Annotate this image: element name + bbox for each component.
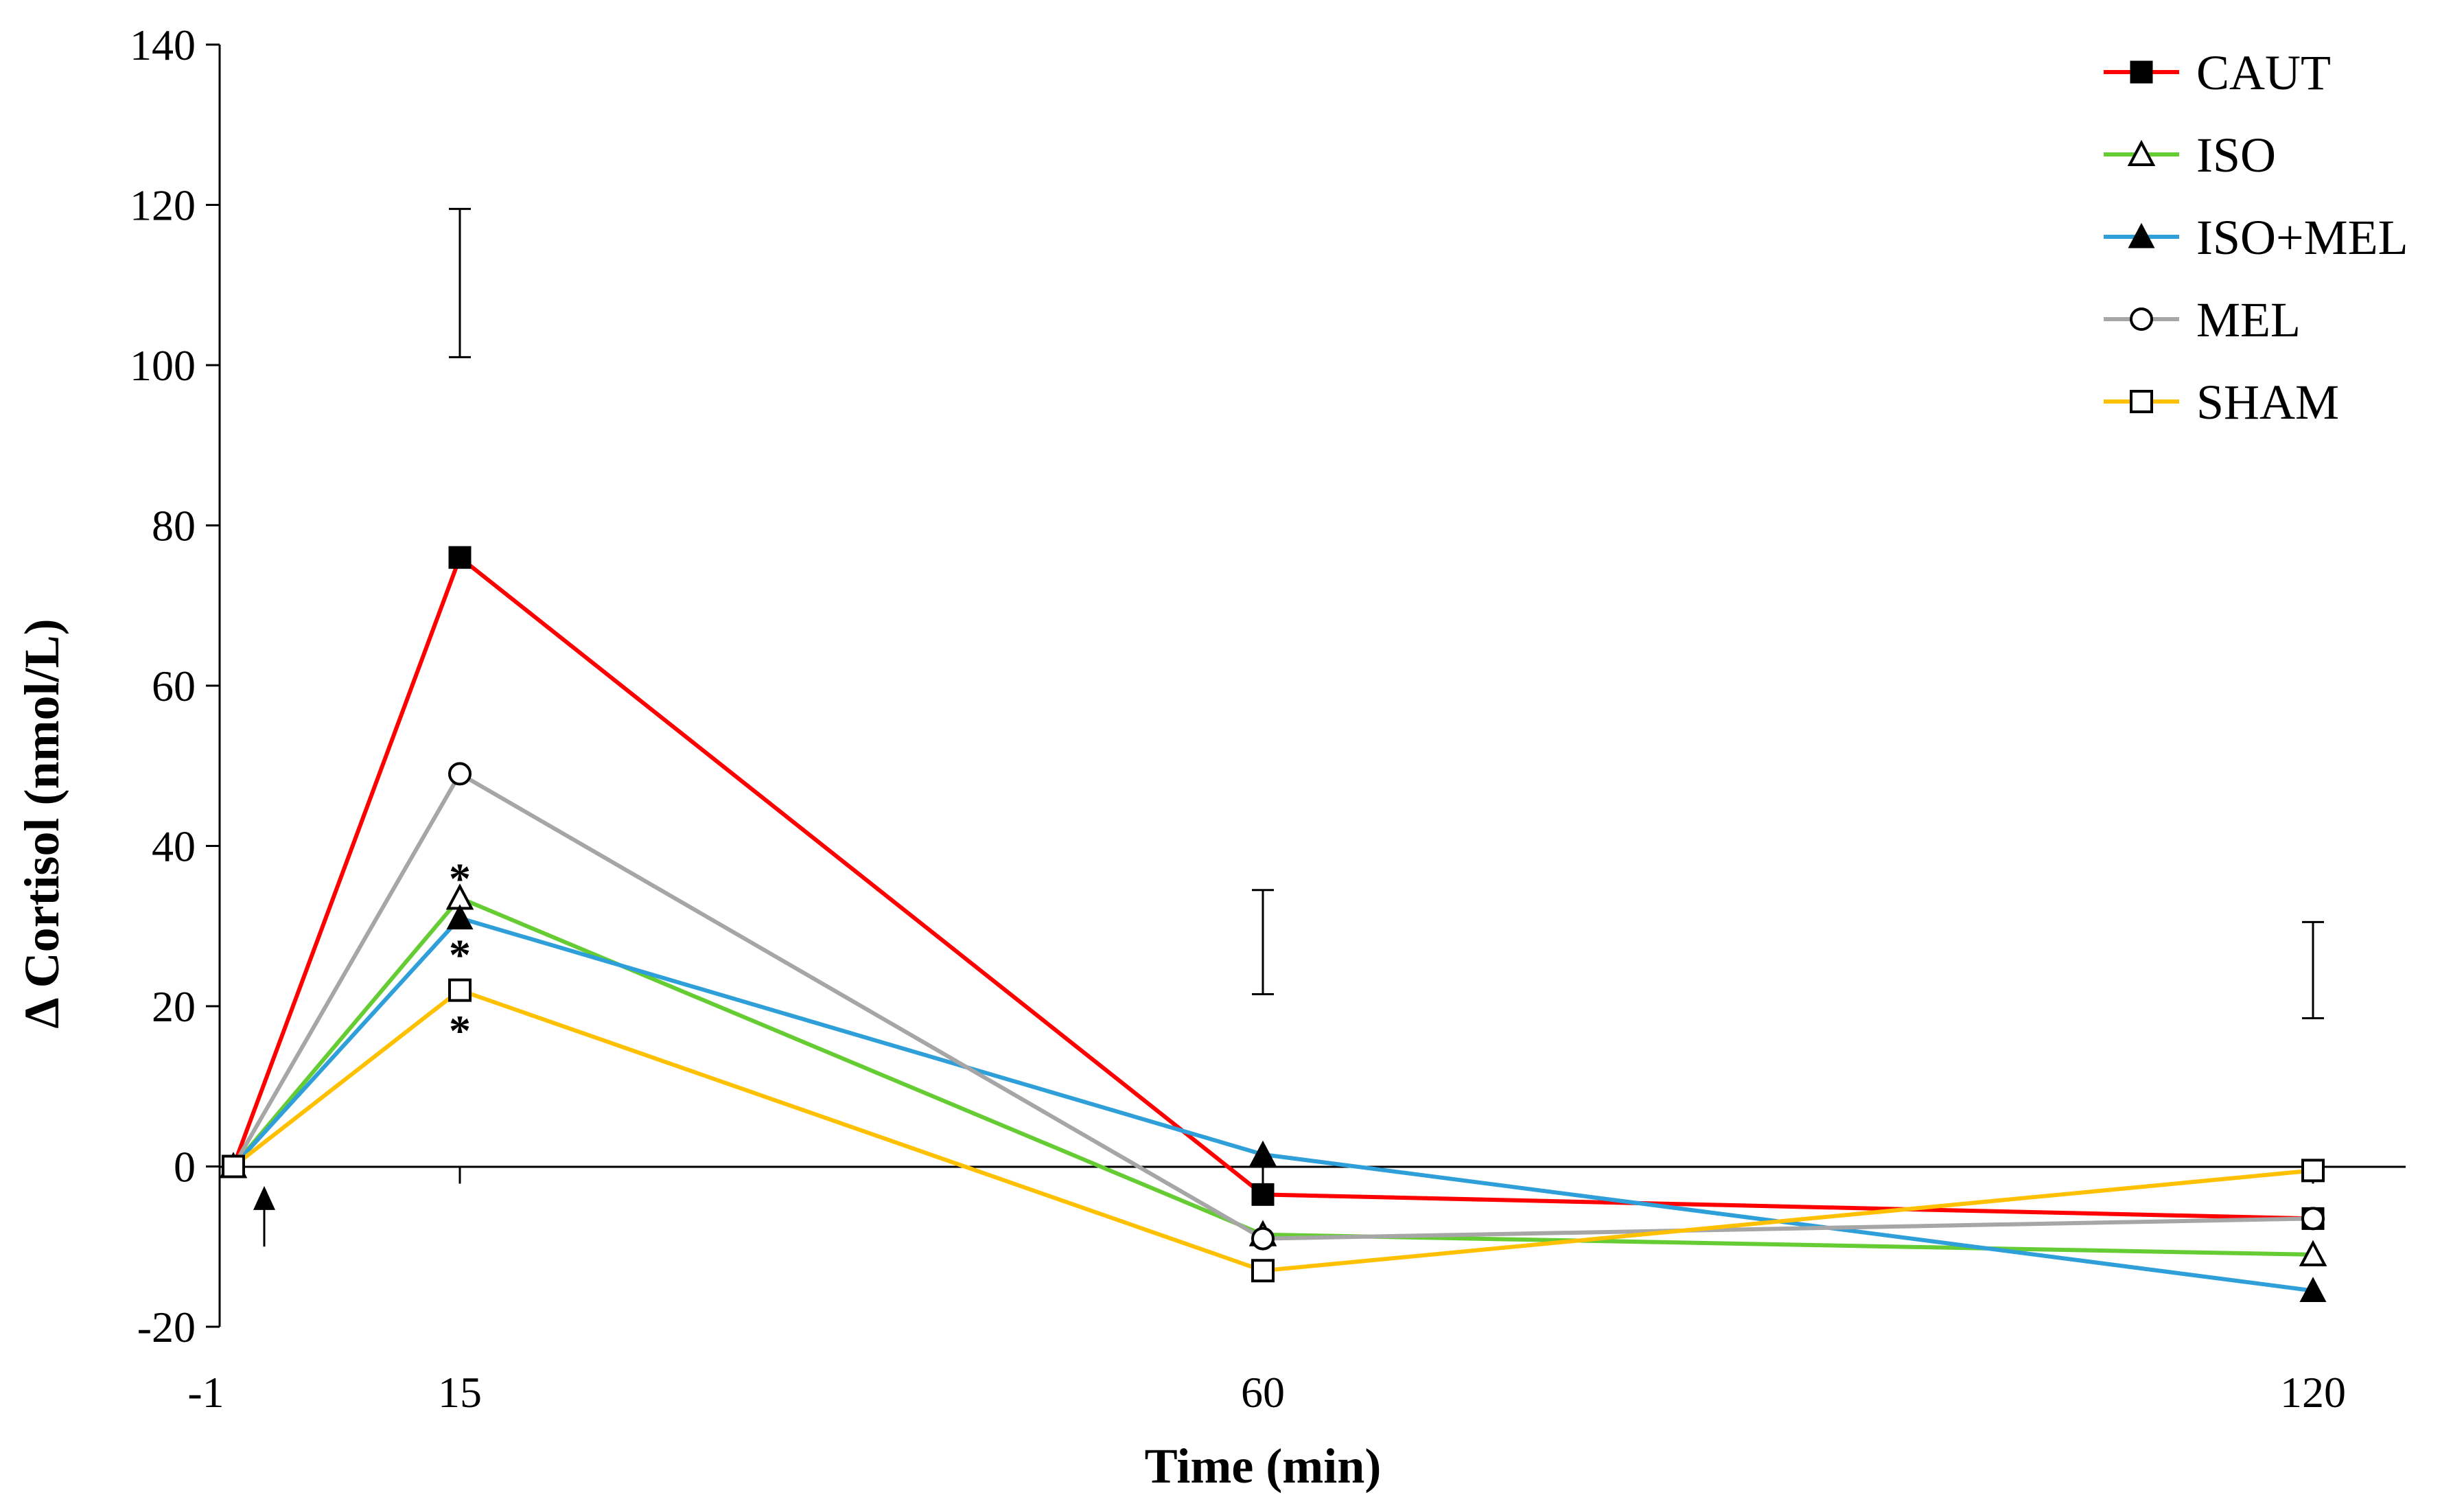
- y-tick-label: 120: [130, 181, 196, 230]
- error-bars: [449, 207, 2324, 1020]
- chart-axes: [218, 45, 2406, 1327]
- legend: CAUT ISO ISO+MEL MEL SHAM: [2104, 45, 2408, 430]
- y-tick-label: 100: [130, 341, 196, 390]
- x-tick-label: 60: [1241, 1368, 1285, 1417]
- treatment-arrow-head: [253, 1185, 275, 1210]
- legend-label-mel: MEL: [2196, 292, 2301, 347]
- significance-star: *: [449, 930, 471, 979]
- y-axis-title: Δ Cortisol (nmol/L): [14, 618, 69, 1028]
- data-point-iso-mel: [2299, 1277, 2327, 1302]
- legend-marker-iso: [2127, 139, 2156, 166]
- legend-label-sham: SHAM: [2196, 375, 2339, 430]
- y-tick-label: 40: [152, 822, 196, 871]
- x-tick-label: -1: [187, 1368, 224, 1417]
- series-line-sham: [232, 988, 2314, 1273]
- y-tick-label: 60: [152, 662, 196, 710]
- data-point-sham: [2301, 1159, 2325, 1183]
- data-point-caut: [1251, 1183, 1275, 1206]
- data-point-mel: [1251, 1227, 1275, 1251]
- data-point-caut: [448, 546, 472, 569]
- y-axis-ticks: -20 0 20 40 60 80 100 120 140: [130, 21, 220, 1351]
- series-line-mel: [231, 771, 2314, 1241]
- legend-marker-caut: [2130, 60, 2153, 84]
- data-point-sham: [1251, 1259, 1275, 1283]
- legend-marker-iso-mel: [2128, 222, 2155, 248]
- legend-label-caut: CAUT: [2196, 45, 2331, 100]
- series-line-iso: [231, 896, 2314, 1257]
- series-line-caut: [231, 555, 2314, 1221]
- data-point-iso-mel: [446, 904, 474, 930]
- data-point-iso: [2299, 1240, 2327, 1266]
- x-tick-label: 15: [438, 1368, 482, 1417]
- series-lines: [231, 555, 2314, 1293]
- y-tick-label: 140: [130, 21, 196, 69]
- x-axis-title: Time (min): [1145, 1439, 1382, 1494]
- legend-marker-sham: [2130, 390, 2153, 413]
- data-point-mel: [448, 762, 472, 786]
- y-tick-label: 20: [152, 982, 196, 1031]
- y-tick-label: 80: [152, 502, 196, 550]
- y-tick-label: 0: [174, 1143, 196, 1192]
- data-point-sham: [448, 978, 472, 1002]
- legend-marker-mel: [2130, 307, 2153, 331]
- significance-star: *: [449, 854, 471, 903]
- legend-label-iso: ISO: [2196, 128, 2276, 183]
- data-point-mel: [2301, 1207, 2325, 1231]
- annotations: * * *: [253, 854, 471, 1247]
- data-point-sham: [222, 1154, 245, 1178]
- x-tick-label: 120: [2280, 1368, 2346, 1417]
- significance-star: *: [449, 1006, 471, 1055]
- y-tick-label: -20: [137, 1303, 196, 1351]
- legend-label-iso-mel: ISO+MEL: [2196, 210, 2408, 265]
- data-point-iso-mel: [1249, 1140, 1277, 1166]
- series-markers: [219, 546, 2327, 1302]
